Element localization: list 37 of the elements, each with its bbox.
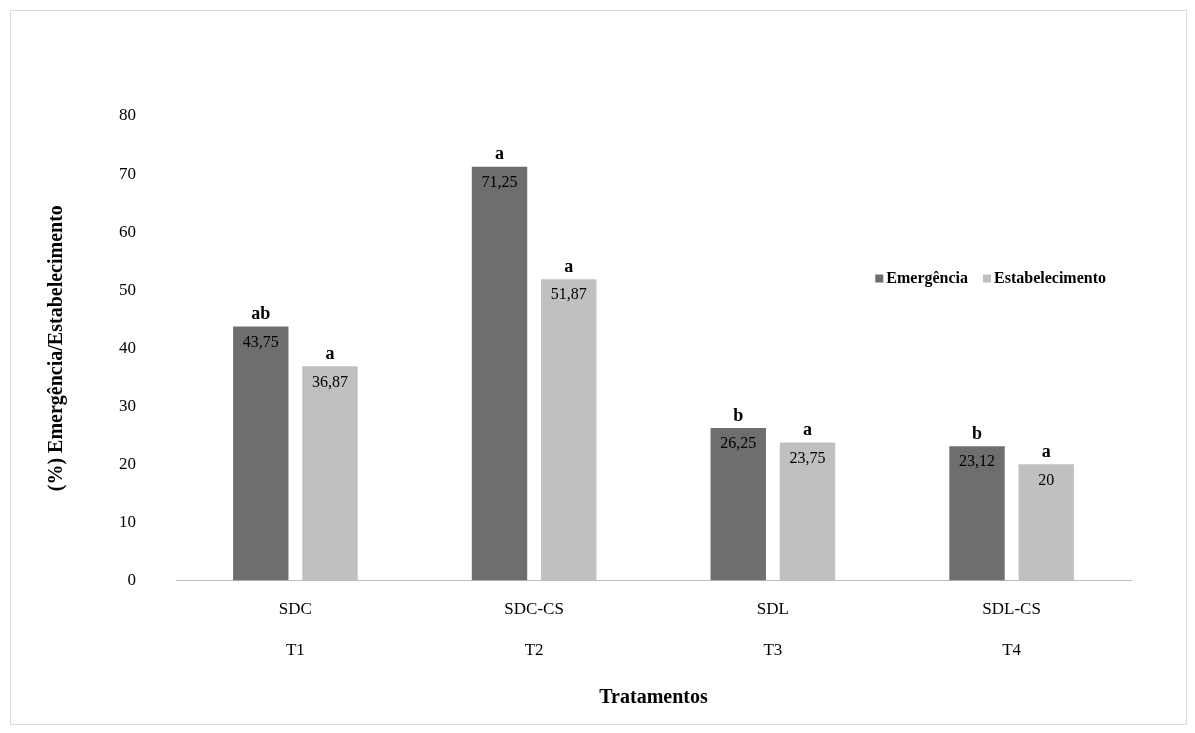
- annotation: a: [564, 255, 574, 276]
- bar: [710, 428, 766, 581]
- annotation: a: [802, 419, 812, 440]
- category-label: SDL-CS T4: [982, 599, 1041, 660]
- bar: [471, 166, 528, 581]
- legend-label: Estabelecimento: [994, 268, 1107, 286]
- y-tick-label: 40: [119, 337, 136, 357]
- y-axis-title: (%) Emergência/Estabelecimento: [44, 205, 68, 492]
- y-tick-label: 20: [119, 453, 136, 473]
- y-tick-label: 10: [119, 511, 136, 531]
- annotation: b: [972, 422, 983, 443]
- data-label: 20: [1038, 470, 1055, 488]
- bar: [233, 326, 289, 581]
- category-label: SDC-CS T2: [504, 599, 564, 660]
- data-label: 71,25: [481, 173, 518, 190]
- annotation: a: [495, 143, 505, 164]
- annotation: ab: [251, 303, 271, 324]
- annotation: b: [733, 404, 744, 425]
- annotation: a: [1041, 440, 1051, 461]
- legend-label: Emergência: [886, 268, 969, 287]
- y-tick-label: 60: [119, 221, 136, 241]
- y-tick-label: 0: [127, 569, 136, 589]
- data-label: 23,75: [789, 448, 826, 466]
- category-label: SDC T1: [278, 599, 312, 660]
- y-tick-label: 50: [119, 279, 136, 299]
- y-tick-label: 70: [119, 163, 136, 183]
- data-label: 36,87: [311, 372, 348, 390]
- y-tick-label: 80: [119, 105, 136, 125]
- data-label: 43,75: [242, 332, 279, 350]
- y-tick-label: 30: [119, 395, 136, 415]
- data-label: 51,87: [550, 285, 587, 303]
- annotation: a: [325, 343, 335, 364]
- category-label: SDL T3: [756, 599, 789, 660]
- x-axis-title: Tratamentos: [599, 685, 708, 708]
- data-label: 26,25: [720, 434, 757, 452]
- bar: [949, 446, 1005, 581]
- data-label: 23,12: [959, 452, 996, 470]
